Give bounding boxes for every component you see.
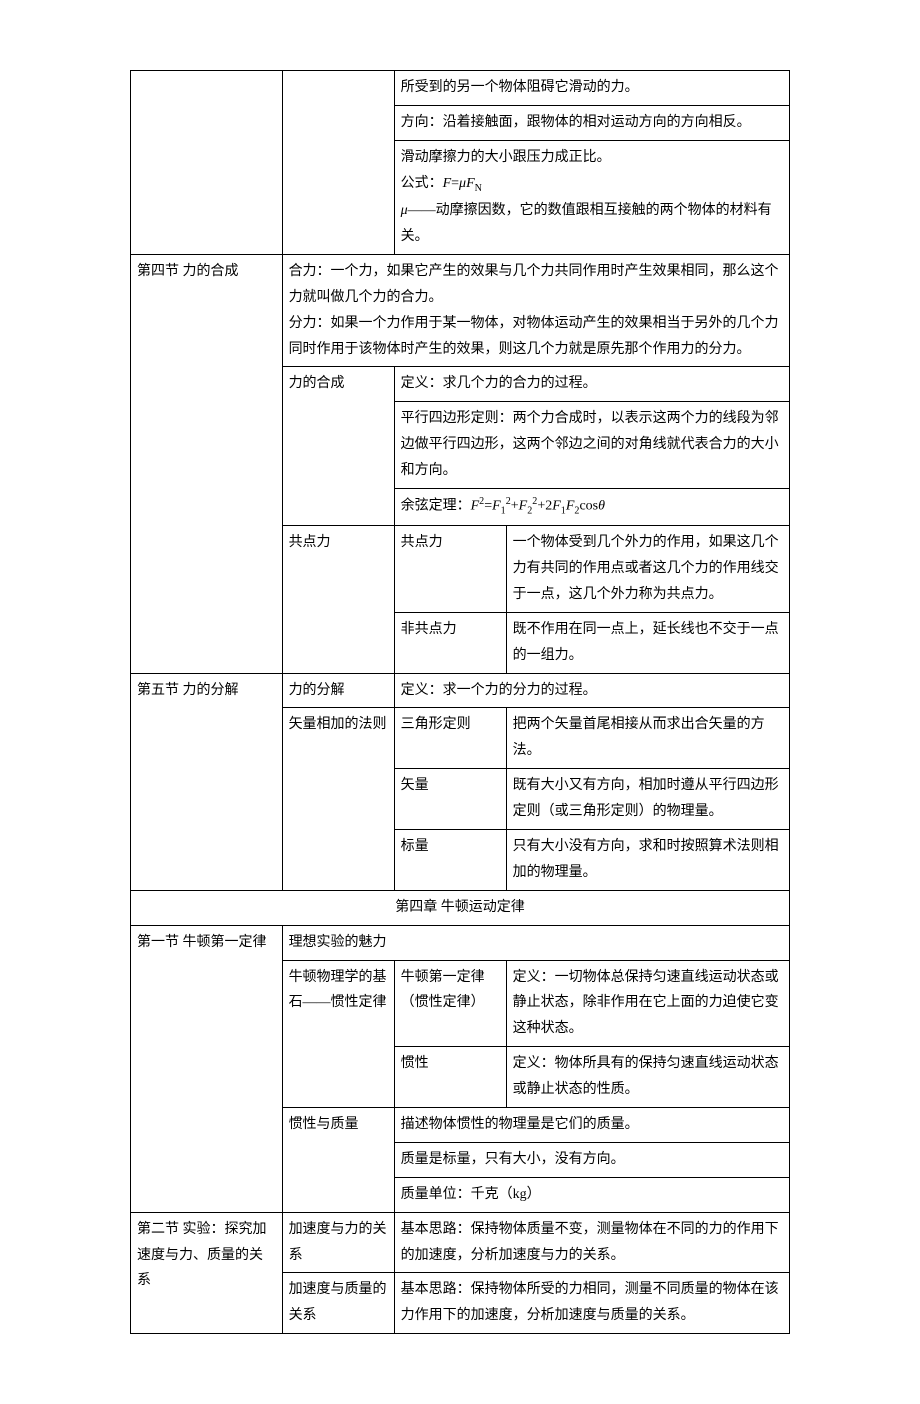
triangle-rule-label: 三角形定则 [394,708,506,769]
ch4-section-2-title: 第二节 实验：探究加速度与力、质量的关系 [131,1212,283,1334]
concurrent-force-label: 共点力 [282,526,394,673]
cosine-prefix: 余弦定理： [401,499,471,514]
prev-subsection-cell [282,71,394,255]
inertia-label: 惯性 [394,1047,506,1108]
nonconcurrent-force-label: 非共点力 [394,612,506,673]
force-composition-label: 力的合成 [282,367,394,526]
triangle-rule-text: 把两个矢量首尾相接从而求出合矢量的方法。 [506,708,789,769]
chapter-4-title: 第四章 牛顿运动定律 [131,890,790,925]
eq: = [451,176,459,191]
force-composition-def: 定义：求几个力的合力的过程。 [394,367,789,402]
scalar-text: 只有大小没有方向，求和时按照算术法则相加的物理量。 [506,830,789,891]
document-page: 所受到的另一个物体阻碍它滑动的力。 方向：沿着接触面，跟物体的相对运动方向的方向… [0,0,920,1404]
inertia-mass-r3: 质量单位：千克（kg） [394,1177,789,1212]
nonconcurrent-force-text: 既不作用在同一点上，延长线也不交于一点的一组力。 [506,612,789,673]
accel-mass-label: 加速度与质量的关系 [282,1273,394,1334]
inertia-law-group-label: 牛顿物理学的基石——惯性定律 [282,960,394,1107]
scalar-label: 标量 [394,830,506,891]
vector-text: 既有大小又有方向，相加时遵从平行四边形定则（或三角形定则）的物理量。 [506,769,789,830]
section-4-title: 第四节 力的合成 [131,254,283,673]
friction-formula-prefix: 公式： [401,176,443,191]
sub-N: N [475,182,482,193]
accel-force-label: 加速度与力的关系 [282,1212,394,1273]
accel-mass-text: 基本思路：保持物体所受的力相同，测量不同质量的物体在该力作用下的加速度，分析加速… [394,1273,789,1334]
force-resolution-def: 定义：求一个力的分力的过程。 [394,673,789,708]
cosine-law-cell: 余弦定理：F2=F12+F22+2F1F2cosθ [394,489,789,526]
concurrent-force-text: 一个物体受到几个外力的作用，如果这几个力有共同的作用点或者这几个力的作用线交于一… [506,526,789,613]
vector-label: 矢量 [394,769,506,830]
physics-outline-table: 所受到的另一个物体阻碍它滑动的力。 方向：沿着接触面，跟物体的相对运动方向的方向… [130,70,790,1334]
inertia-text: 定义：物体所具有的保持匀速直线运动状态或静止状态的性质。 [506,1047,789,1108]
friction-direction-cell: 方向：沿着接触面，跟物体的相对运动方向的方向相反。 [394,105,789,140]
section-4-intro: 合力：一个力，如果它产生的效果与几个力共同作用时产生效果相同，那么这个力就叫做几… [282,254,789,367]
newton-first-law-text: 定义：一切物体总保持匀速直线运动状态或静止状态，除非作用在它上面的力迫使它变这种… [506,960,789,1047]
inertia-mass-r2: 质量是标量，只有大小，没有方向。 [394,1142,789,1177]
vector-addition-label: 矢量相加的法则 [282,708,394,890]
accel-force-text: 基本思路：保持物体质量不变，测量物体在不同的力的作用下的加速度，分析加速度与力的… [394,1212,789,1273]
var-FN: F [466,176,475,191]
concurrent-force-sublabel: 共点力 [394,526,506,613]
section-5-title: 第五节 力的分解 [131,673,283,890]
ideal-experiment-label: 理想实验的魅力 [282,925,789,960]
inertia-mass-r1: 描述物体惯性的物理量是它们的质量。 [394,1108,789,1143]
mu-explain: ——动摩擦因数，它的数值跟相互接触的两个物体的材料有关。 [401,203,772,244]
friction-formula-line1: 滑动摩擦力的大小跟压力成正比。 [401,150,611,165]
var-mu2: μ [401,203,408,218]
force-resolution-label: 力的分解 [282,673,394,708]
var-F: F [443,176,452,191]
parallelogram-rule: 平行四边形定则：两个力合成时，以表示这两个力的线段为邻边做平行四边形，这两个邻边… [394,402,789,489]
ch4-section-1-title: 第一节 牛顿第一定律 [131,925,283,1212]
newton-first-law-label: 牛顿第一定律（惯性定律） [394,960,506,1047]
inertia-mass-label: 惯性与质量 [282,1108,394,1213]
prev-section-cell [131,71,283,255]
friction-formula-cell: 滑动摩擦力的大小跟压力成正比。 公式：F=μFN μ——动摩擦因数，它的数值跟相… [394,140,789,254]
friction-def-cell: 所受到的另一个物体阻碍它滑动的力。 [394,71,789,106]
